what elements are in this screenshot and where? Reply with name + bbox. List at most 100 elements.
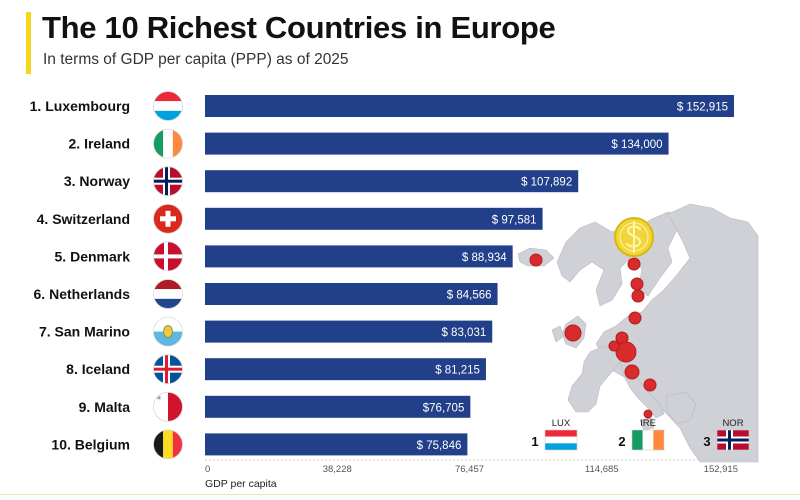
country-name: Iceland <box>82 361 130 377</box>
country-rows: 1. Luxembourg $ 152,915 2. Ireland $ 134,00… <box>30 91 734 460</box>
switzerland-flag <box>153 203 183 234</box>
podium-legend: LUX 1 IRE 2 NOR 3 <box>531 418 750 451</box>
bar-value-label: $ 83,031 <box>441 327 486 339</box>
map-marker <box>628 311 642 325</box>
map-marker <box>608 340 620 352</box>
podium-place: 1 <box>531 434 538 449</box>
page-subtitle: In terms of GDP per capita (PPP) as of 2… <box>43 51 349 68</box>
ireland-flag <box>631 429 665 451</box>
rank-number: 3. <box>64 173 80 189</box>
malta-flag <box>153 391 183 422</box>
rank-number: 2. <box>69 136 85 152</box>
san-marino-flag <box>153 316 183 347</box>
podium-item: IRE 2 <box>618 418 665 451</box>
country-label: 6. Netherlands <box>34 286 131 302</box>
norway-flag <box>153 166 183 197</box>
map-marker <box>630 277 644 291</box>
belgium-flag <box>153 429 183 460</box>
podium-code: NOR <box>722 418 743 429</box>
bar-value-label: $ 134,000 <box>611 139 662 151</box>
map-marker <box>529 253 543 267</box>
podium-code: LUX <box>552 418 571 429</box>
country-name: Ireland <box>84 136 130 152</box>
x-tick-label: 38,228 <box>323 464 352 475</box>
country-row: 3. Norway $ 107,892 <box>64 166 579 197</box>
country-name: Denmark <box>70 248 130 264</box>
bar-value-label: $ 152,915 <box>677 102 728 114</box>
country-label: 5. Denmark <box>55 248 131 264</box>
country-label: 1. Luxembourg <box>30 98 130 114</box>
gdp-bar <box>205 170 579 193</box>
gdp-bar <box>205 395 471 418</box>
country-name: San Marino <box>55 324 130 340</box>
bar-value-label: $76,705 <box>423 402 465 414</box>
x-axis: 0 38,228 76,457 114,685 152,915 GDP per capit… <box>205 459 738 490</box>
bar-value-label: $ 97,581 <box>492 214 537 226</box>
ireland-flag <box>153 128 183 159</box>
bar-value-label: $ 84,566 <box>447 290 492 302</box>
country-row: 5. Denmark $ 88,934 <box>55 241 513 272</box>
country-name: Malta <box>94 399 130 415</box>
gdp-bar <box>205 132 669 155</box>
map-marker <box>615 341 637 363</box>
bar-value-label: $ 107,892 <box>521 177 572 189</box>
podium-item: LUX 1 <box>531 418 578 451</box>
luxembourg-flag <box>153 91 183 121</box>
country-name: Norway <box>79 173 130 189</box>
map-marker <box>564 324 582 342</box>
iceland-flag <box>153 354 183 385</box>
x-tick-label: 0 <box>205 464 210 475</box>
country-label: 9. Malta <box>79 399 131 415</box>
podium-place: 2 <box>618 434 625 449</box>
map-landmass <box>551 325 565 343</box>
podium-item: NOR 3 <box>703 418 750 451</box>
x-axis-label: GDP per capita <box>205 478 277 490</box>
bar-value-label: $ 81,215 <box>435 365 480 377</box>
country-label: 2. Ireland <box>69 136 130 152</box>
country-name: Netherlands <box>49 286 130 302</box>
gdp-bar <box>205 95 734 117</box>
x-tick-label: 114,685 <box>585 464 619 475</box>
netherlands-flag <box>153 279 183 309</box>
rank-number: 8. <box>66 361 82 377</box>
title-accent-bar <box>26 12 31 74</box>
country-label: 3. Norway <box>64 173 130 189</box>
dollar-coin-icon <box>614 217 654 257</box>
map-marker <box>624 364 640 380</box>
podium-code: IRE <box>640 418 656 429</box>
rank-number: 4. <box>37 211 53 227</box>
gdp-bar <box>205 320 493 343</box>
bottom-divider <box>0 494 800 495</box>
map-landmass <box>665 391 697 425</box>
country-name: Belgium <box>75 436 130 452</box>
country-row: 9. Malta $76,705 <box>79 391 471 422</box>
denmark-flag <box>153 241 183 272</box>
gdp-bar <box>205 245 513 268</box>
country-row: 4. Switzerland $ 97,581 <box>37 203 543 234</box>
map-landmass <box>567 345 621 413</box>
gdp-bar <box>205 207 543 230</box>
country-row: 8. Iceland $ 81,215 <box>66 354 486 385</box>
rank-number: 5. <box>55 248 71 264</box>
x-tick-label: 76,457 <box>455 464 484 475</box>
rank-number: 6. <box>34 286 50 302</box>
norway-flag <box>716 429 750 451</box>
map-marker <box>631 289 645 303</box>
gdp-bar <box>205 283 498 305</box>
country-row: 2. Ireland $ 134,000 <box>69 128 669 159</box>
luxembourg-flag <box>544 429 578 451</box>
country-name: Switzerland <box>52 211 130 227</box>
map-marker <box>627 257 641 271</box>
rank-number: 10. <box>51 436 74 452</box>
podium-place: 3 <box>703 434 710 449</box>
gdp-bar <box>205 358 486 381</box>
bar-value-label: $ 88,934 <box>462 252 507 264</box>
map-marker <box>643 378 657 392</box>
rank-number: 1. <box>30 98 46 114</box>
country-row: 10. Belgium $ 75,846 <box>51 429 468 460</box>
bar-value-label: $ 75,846 <box>417 440 462 452</box>
rank-number: 9. <box>79 399 95 415</box>
rank-number: 7. <box>39 324 55 340</box>
country-label: 4. Switzerland <box>37 211 130 227</box>
